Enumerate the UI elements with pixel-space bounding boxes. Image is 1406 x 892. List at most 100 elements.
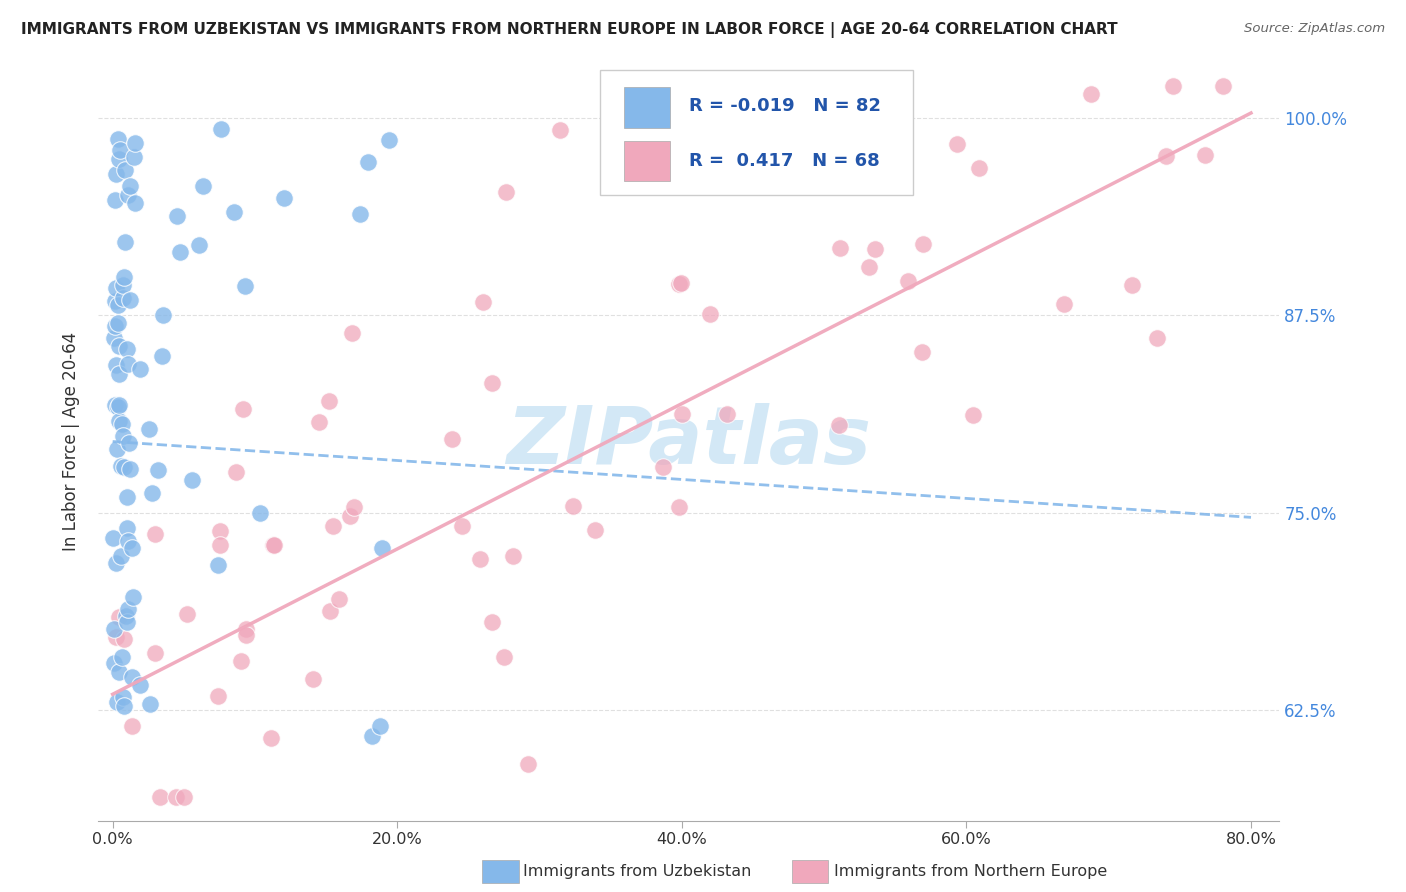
Point [165,789,187,804]
Point [114,162,136,177]
Point [187,237,209,252]
Point [105,167,128,181]
Point [104,293,127,308]
Point [1121,278,1143,293]
Point [122,590,145,604]
Point [322,519,344,533]
Point [112,632,135,647]
Point [138,422,160,436]
Point [368,719,391,733]
Point [225,465,247,479]
Text: Source: ZipAtlas.com: Source: ZipAtlas.com [1244,22,1385,36]
Point [105,556,128,570]
Point [440,432,463,446]
Point [152,308,174,322]
Point [117,187,139,202]
Point [668,277,690,292]
Point [259,731,281,745]
Point [138,698,160,712]
Point [209,524,232,538]
Point [492,650,515,665]
Point [340,326,363,341]
Point [669,276,692,290]
Point [110,549,132,564]
Point [911,236,934,251]
Text: R =  0.417   N = 68: R = 0.417 N = 68 [689,152,880,170]
Point [652,459,675,474]
Point [699,307,721,321]
Point [207,689,229,703]
Point [262,538,284,552]
Point [343,500,366,515]
Point [115,609,138,624]
Point [361,729,384,743]
Point [143,527,166,541]
Point [318,394,340,409]
Point [143,646,166,660]
Point [104,398,127,412]
Point [516,756,538,771]
Point [481,615,503,629]
Point [451,519,474,533]
Point [112,459,135,474]
Point [1212,79,1234,94]
Point [107,400,129,414]
Point [897,274,920,288]
Point [104,281,127,295]
Point [470,552,492,566]
Point [104,359,127,373]
Point [1146,331,1168,345]
Point [117,534,139,549]
Point [108,338,131,352]
Point [112,277,135,292]
Point [263,537,285,551]
Point [117,490,139,504]
Point [349,207,371,221]
Point [173,789,195,804]
Point [124,136,146,150]
Point [121,541,143,556]
Point [502,549,524,564]
Point [103,622,125,636]
Point [169,244,191,259]
Point [118,462,141,476]
Point [101,531,124,545]
Point [328,592,350,607]
Point [111,429,134,443]
Point [104,318,127,333]
Point [273,191,295,205]
Point [562,499,585,513]
Point [121,719,143,733]
Point [967,161,990,175]
Point [107,132,129,146]
Point [302,673,325,687]
Point [716,407,738,421]
Point [107,695,129,709]
Point [865,243,887,257]
Text: Immigrants from Uzbekistan: Immigrants from Uzbekistan [523,864,751,879]
Point [1154,149,1177,163]
Text: R = -0.019   N = 82: R = -0.019 N = 82 [689,97,882,115]
Point [107,414,129,428]
Text: IMMIGRANTS FROM UZBEKISTAN VS IMMIGRANTS FROM NORTHERN EUROPE IN LABOR FORCE | A: IMMIGRANTS FROM UZBEKISTAN VS IMMIGRANTS… [21,22,1118,38]
Point [235,622,257,636]
Text: ZIPatlas: ZIPatlas [506,402,872,481]
Point [308,415,330,429]
Point [112,292,135,306]
Point [117,602,139,616]
Point [232,401,254,416]
Point [104,631,127,645]
Point [481,376,503,391]
Point [108,143,131,157]
Point [105,442,128,457]
Point [180,473,202,487]
Point [114,235,136,249]
Point [828,417,851,432]
Point [249,506,271,520]
Point [150,349,173,363]
Point [117,615,139,629]
Point [318,604,340,618]
Point [339,509,361,524]
Point [149,789,172,804]
Point [107,398,129,412]
